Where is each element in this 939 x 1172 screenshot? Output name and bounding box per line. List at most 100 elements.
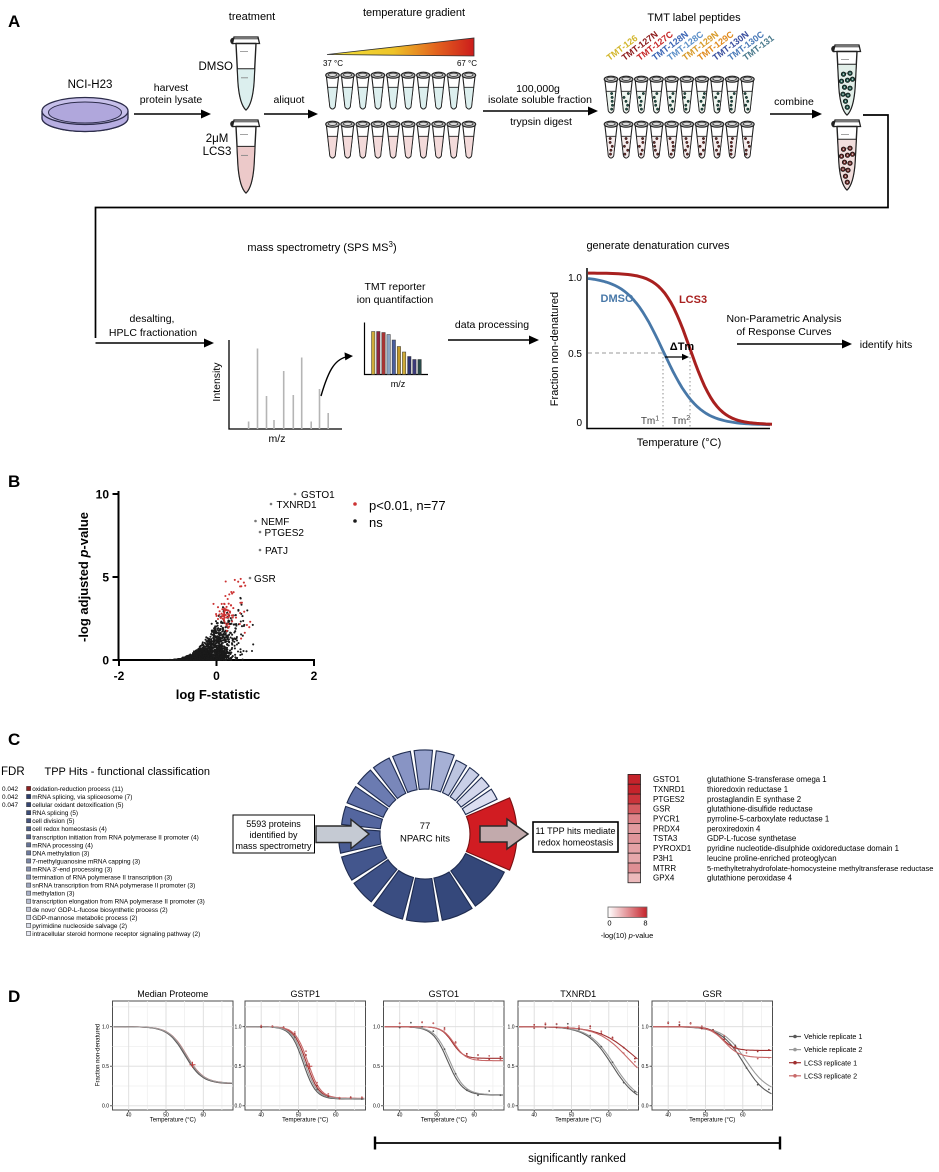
svg-text:glutathione S-transferase omeg: glutathione S-transferase omega 1 bbox=[707, 775, 827, 784]
svg-text:50: 50 bbox=[296, 1113, 302, 1119]
svg-text:of Response Curves: of Response Curves bbox=[736, 326, 831, 338]
svg-text:Vehicle replicate 1: Vehicle replicate 1 bbox=[804, 1032, 862, 1041]
svg-text:Temperature (°C): Temperature (°C) bbox=[555, 1118, 601, 1124]
svg-text:identify hits: identify hits bbox=[860, 339, 913, 351]
svg-text:7-methylguanosine mRNA capping: 7-methylguanosine mRNA capping (3) bbox=[32, 859, 140, 866]
svg-text:transcription initiation from: transcription initiation from RNA polyme… bbox=[32, 834, 199, 841]
svg-text:pyrroline-5-carboxylate reduct: pyrroline-5-carboxylate reductase 1 bbox=[707, 815, 829, 824]
svg-text:-log adjusted p-value: -log adjusted p-value bbox=[76, 512, 91, 642]
svg-text:0: 0 bbox=[213, 669, 220, 683]
svg-text:significantly ranked: significantly ranked bbox=[528, 1153, 626, 1165]
svg-text:mRNA splicing, via spliceosome: mRNA splicing, via spliceosome (7) bbox=[32, 794, 132, 801]
svg-text:50: 50 bbox=[163, 1113, 169, 1119]
svg-text:0.5: 0.5 bbox=[568, 349, 582, 360]
svg-text:isolate soluble fraction: isolate soluble fraction bbox=[488, 94, 592, 106]
svg-text:temperature gradient: temperature gradient bbox=[363, 7, 465, 19]
svg-text:generate denaturation curves: generate denaturation curves bbox=[586, 240, 730, 252]
svg-text:HPLC fractionation: HPLC fractionation bbox=[109, 327, 197, 339]
svg-text:TSTA3: TSTA3 bbox=[653, 834, 678, 843]
svg-text:cell division (5): cell division (5) bbox=[32, 818, 74, 825]
svg-text:10: 10 bbox=[96, 488, 110, 502]
svg-text:DMSO: DMSO bbox=[601, 293, 634, 305]
svg-text:NCI-H23: NCI-H23 bbox=[68, 79, 113, 91]
svg-text:0: 0 bbox=[576, 418, 582, 429]
svg-text:GSTO1: GSTO1 bbox=[301, 490, 335, 501]
svg-text:m/z: m/z bbox=[269, 433, 286, 445]
svg-text:Tm1: Tm1 bbox=[641, 416, 659, 428]
svg-text:1.0: 1.0 bbox=[508, 1025, 515, 1031]
svg-text:TXNRD1: TXNRD1 bbox=[277, 500, 317, 511]
svg-text:DMSO: DMSO bbox=[199, 61, 234, 73]
svg-text:transcription elongation from: transcription elongation from RNA polyme… bbox=[32, 899, 205, 906]
svg-text:MTRR: MTRR bbox=[653, 864, 676, 873]
svg-text:desalting,: desalting, bbox=[130, 313, 175, 325]
svg-text:GDP-mannose metabolic process: GDP-mannose metabolic process (2) bbox=[32, 915, 137, 922]
svg-text:pyrimidine nucleoside salvage: pyrimidine nucleoside salvage (2) bbox=[32, 923, 127, 930]
svg-text:TPP Hits - functional classifi: TPP Hits - functional classification bbox=[45, 766, 210, 778]
svg-text:50: 50 bbox=[434, 1113, 440, 1119]
svg-text:Fraction non-denatured: Fraction non-denatured bbox=[96, 1024, 102, 1086]
svg-text:thioredoxin reductase 1: thioredoxin reductase 1 bbox=[707, 785, 788, 794]
svg-text:LCS3 replicate 2: LCS3 replicate 2 bbox=[804, 1071, 857, 1080]
svg-text:mass spectrometry: mass spectrometry bbox=[235, 841, 312, 851]
svg-text:NEMF: NEMF bbox=[261, 517, 289, 528]
svg-text:pyridine nucleotide-disulphide: pyridine nucleotide-disulphide oxidoredu… bbox=[707, 844, 899, 853]
svg-text:prostaglandin E synthase 2: prostaglandin E synthase 2 bbox=[707, 795, 801, 804]
svg-text:40: 40 bbox=[531, 1113, 537, 1119]
svg-text:-2: -2 bbox=[114, 669, 125, 683]
svg-text:TMT label peptides: TMT label peptides bbox=[647, 12, 741, 24]
svg-text:2μM: 2μM bbox=[206, 133, 229, 145]
svg-text:redox homeostasis: redox homeostasis bbox=[538, 838, 614, 848]
svg-text:0.0: 0.0 bbox=[508, 1104, 515, 1110]
svg-text:FDR: FDR bbox=[1, 766, 25, 778]
svg-text:ns: ns bbox=[369, 515, 383, 530]
svg-text:LCS3: LCS3 bbox=[679, 294, 707, 306]
svg-text:PYROXD1: PYROXD1 bbox=[653, 844, 692, 853]
svg-text:60: 60 bbox=[740, 1113, 746, 1119]
svg-text:40: 40 bbox=[126, 1113, 132, 1119]
svg-text:Intensity: Intensity bbox=[211, 362, 223, 402]
svg-text:cell redox homeostasis (4): cell redox homeostasis (4) bbox=[32, 826, 107, 833]
svg-text:mass spectrometry (SPS MS3): mass spectrometry (SPS MS3) bbox=[247, 240, 396, 254]
svg-text:TXNRD1: TXNRD1 bbox=[560, 989, 596, 999]
svg-text:5-methyltetrahydrofolate-homoc: 5-methyltetrahydrofolate-homocysteine me… bbox=[707, 864, 933, 873]
svg-text:A: A bbox=[8, 12, 20, 31]
svg-text:GSR: GSR bbox=[653, 805, 671, 814]
svg-text:D: D bbox=[8, 987, 20, 1006]
svg-text:40: 40 bbox=[665, 1113, 671, 1119]
svg-text:GSR: GSR bbox=[702, 989, 722, 999]
svg-text:Temperature (°C): Temperature (°C) bbox=[637, 437, 721, 449]
svg-text:ΔTm: ΔTm bbox=[670, 341, 695, 353]
svg-text:8: 8 bbox=[643, 919, 647, 928]
svg-text:protein lysate: protein lysate bbox=[140, 94, 203, 106]
svg-text:oxidation-reduction process (1: oxidation-reduction process (11) bbox=[32, 786, 123, 793]
svg-text:67 °C: 67 °C bbox=[457, 59, 477, 68]
svg-text:C: C bbox=[8, 730, 20, 749]
svg-text:TXNRD1: TXNRD1 bbox=[653, 785, 686, 794]
svg-text:P3H1: P3H1 bbox=[653, 854, 674, 863]
svg-text:m/z: m/z bbox=[391, 379, 406, 389]
svg-text:log F-statistic: log F-statistic bbox=[176, 687, 261, 702]
svg-text:combine: combine bbox=[774, 96, 814, 108]
svg-text:0.0: 0.0 bbox=[373, 1104, 380, 1110]
svg-text:GSTO1: GSTO1 bbox=[653, 775, 681, 784]
svg-text:5: 5 bbox=[102, 571, 109, 585]
svg-text:Temperature (°C): Temperature (°C) bbox=[150, 1118, 196, 1124]
svg-text:leucine proline-enriched prote: leucine proline-enriched proteoglycan bbox=[707, 854, 837, 863]
svg-text:methylation (3): methylation (3) bbox=[32, 891, 74, 898]
svg-text:0.5: 0.5 bbox=[102, 1064, 109, 1070]
svg-text:glutathione-disulfide reductas: glutathione-disulfide reductase bbox=[707, 805, 813, 814]
svg-text:0: 0 bbox=[102, 654, 109, 668]
svg-text:peroxiredoxin 4: peroxiredoxin 4 bbox=[707, 824, 761, 833]
svg-text:Fraction non-denatured: Fraction non-denatured bbox=[549, 292, 561, 406]
svg-text:Median Proteome: Median Proteome bbox=[137, 989, 208, 999]
svg-text:100,000g: 100,000g bbox=[516, 83, 560, 95]
svg-text:1.0: 1.0 bbox=[642, 1025, 649, 1031]
svg-text:GSR: GSR bbox=[254, 574, 276, 585]
svg-text:intracellular steroid hormone: intracellular steroid hormone receptor s… bbox=[32, 931, 200, 938]
svg-text:0.047: 0.047 bbox=[2, 802, 18, 809]
svg-text:0.0: 0.0 bbox=[235, 1104, 242, 1110]
svg-text:PTGES2: PTGES2 bbox=[265, 528, 305, 539]
svg-text:0.042: 0.042 bbox=[2, 786, 18, 793]
svg-text:p<0.01, n=77: p<0.01, n=77 bbox=[369, 498, 446, 513]
